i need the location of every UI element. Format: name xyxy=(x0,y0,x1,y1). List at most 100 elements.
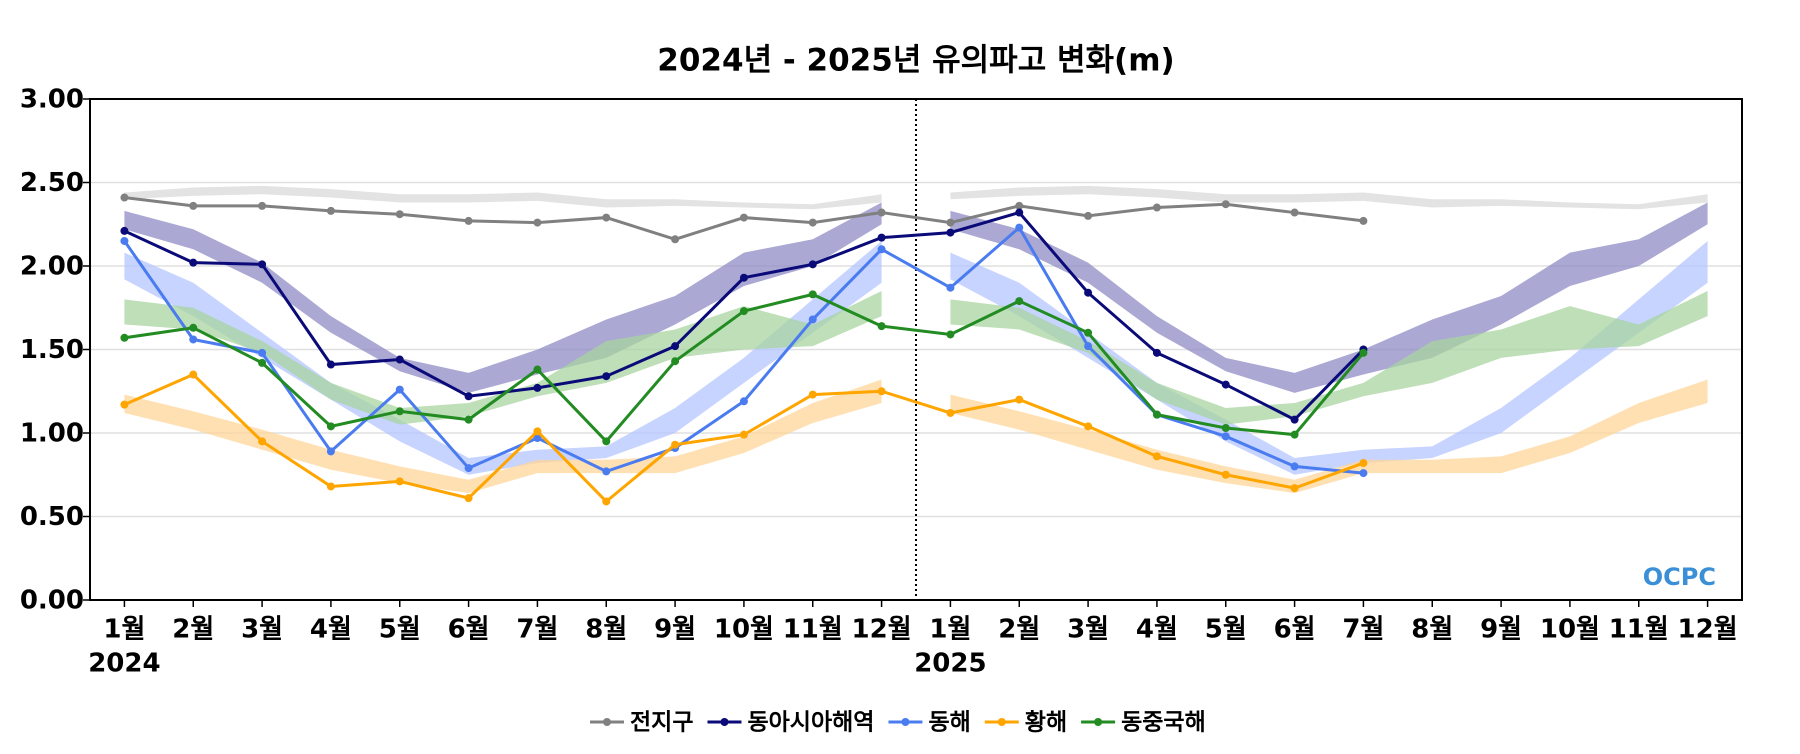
series-point xyxy=(946,330,955,339)
legend-label: 동아시아해역 xyxy=(747,710,874,736)
x-tick-label: 9월 xyxy=(1480,615,1522,645)
series-point xyxy=(946,283,955,292)
climatology-band xyxy=(124,291,882,425)
series-point xyxy=(739,397,748,406)
legend-label: 황해 xyxy=(1025,710,1067,736)
x-tick-label: 3월 xyxy=(241,615,283,645)
x-tick-label: 5월 xyxy=(1205,615,1247,645)
series-point xyxy=(1152,410,1161,419)
climatology-band xyxy=(950,185,1708,210)
climatology-band xyxy=(950,240,1708,475)
series-point xyxy=(395,355,404,364)
y-tick-label: 0.00 xyxy=(20,586,84,616)
series-point xyxy=(1015,208,1024,217)
series-point xyxy=(1221,423,1230,432)
x-tick-label: 8월 xyxy=(585,615,627,645)
x-tick-label: 10월 xyxy=(1540,615,1600,645)
x-tick-label: 12월 xyxy=(852,615,912,645)
series-point xyxy=(1015,201,1024,210)
climatology-band xyxy=(124,379,882,494)
series-point xyxy=(1015,395,1024,404)
series-point xyxy=(739,307,748,316)
legend-swatch-point xyxy=(720,718,729,726)
series-point xyxy=(877,387,886,396)
series-point xyxy=(808,390,817,399)
x-tick-label: 12월 xyxy=(1678,615,1738,645)
x-tick-label: 11월 xyxy=(1609,615,1669,645)
series-point xyxy=(464,464,473,473)
series-point xyxy=(395,210,404,219)
series-point xyxy=(877,208,886,217)
series-point xyxy=(671,342,680,351)
series-point xyxy=(1221,432,1230,441)
series-point xyxy=(120,400,129,409)
series-point xyxy=(739,213,748,222)
y-tick-label: 3.00 xyxy=(20,85,84,115)
x-tick-label: 2월 xyxy=(172,615,214,645)
series-point xyxy=(326,482,335,491)
series-point xyxy=(1359,469,1368,478)
series-point xyxy=(464,216,473,225)
series-point xyxy=(533,383,542,392)
series-point xyxy=(739,430,748,439)
series-point xyxy=(946,218,955,227)
series-point xyxy=(258,201,267,210)
y-tick-label: 2.00 xyxy=(20,252,84,282)
series-point xyxy=(808,218,817,227)
series-point xyxy=(533,434,542,443)
series-point xyxy=(533,365,542,374)
series-point xyxy=(395,385,404,394)
series-point xyxy=(258,348,267,357)
series-point xyxy=(189,258,198,267)
series-point xyxy=(1084,211,1093,220)
series-point xyxy=(1015,223,1024,232)
year-label: 2025 xyxy=(914,649,986,679)
series-point xyxy=(1015,297,1024,306)
legend-label: 전지구 xyxy=(630,710,693,736)
series-point xyxy=(671,235,680,244)
plot-frame xyxy=(89,98,1743,601)
legend-swatch-point xyxy=(603,718,611,726)
climatology-band xyxy=(950,291,1708,425)
series-point xyxy=(602,213,611,222)
series-point xyxy=(808,260,817,269)
series-point xyxy=(189,201,198,210)
series-point xyxy=(1221,470,1230,479)
series-point xyxy=(464,494,473,503)
series-point xyxy=(1221,200,1230,209)
year-label: 2024 xyxy=(88,649,160,679)
series-point xyxy=(464,392,473,401)
series-point xyxy=(602,467,611,476)
y-tick-label: 1.00 xyxy=(20,419,84,449)
series-point xyxy=(120,193,129,202)
series-point xyxy=(395,407,404,416)
legend-swatch-point xyxy=(1094,718,1103,726)
climatology-band xyxy=(950,379,1708,494)
series-point xyxy=(464,415,473,424)
series-point xyxy=(877,245,886,254)
legend-swatch-point xyxy=(997,718,1006,726)
series-point xyxy=(189,370,198,379)
series-point xyxy=(602,497,611,506)
series-point xyxy=(1221,380,1230,389)
x-tick-label: 7월 xyxy=(516,615,558,645)
series-point xyxy=(1084,422,1093,431)
series-point xyxy=(1084,328,1093,337)
series-point xyxy=(533,218,542,227)
logo: OCPC xyxy=(1643,563,1716,591)
legend-swatch-point xyxy=(901,718,910,726)
series-point xyxy=(189,323,198,332)
series-point xyxy=(1290,462,1299,471)
series-point xyxy=(739,273,748,282)
series-point xyxy=(395,477,404,486)
chart-title: 2024년 - 2025년 유의파고 변화(m) xyxy=(657,43,1174,79)
series-point xyxy=(946,228,955,237)
series-point xyxy=(808,290,817,299)
series-point xyxy=(326,206,335,215)
series-point xyxy=(808,315,817,324)
series-point xyxy=(1359,459,1368,468)
y-tick-label: 1.50 xyxy=(20,335,84,365)
series-point xyxy=(1359,216,1368,225)
x-tick-label: 10월 xyxy=(714,615,774,645)
